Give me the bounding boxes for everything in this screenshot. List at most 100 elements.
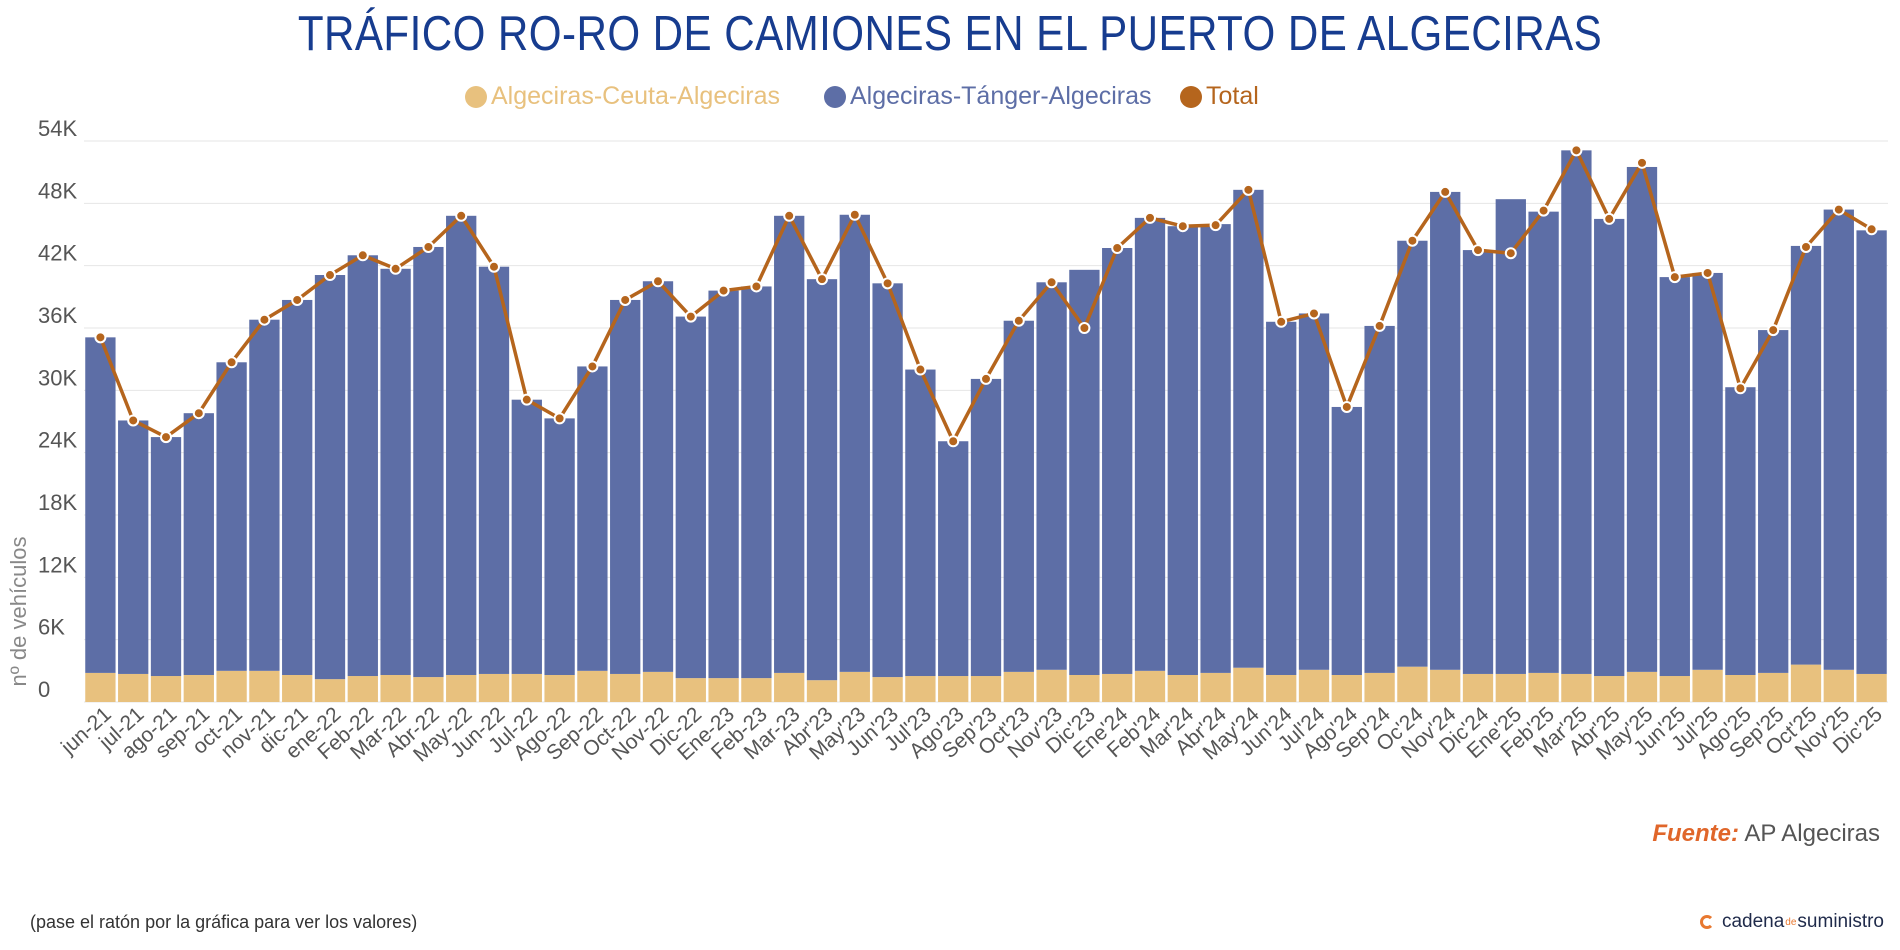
bar-tanger <box>1561 150 1592 674</box>
bar-tanger <box>970 378 1002 677</box>
total-point <box>553 412 566 425</box>
bar-tanger <box>1003 320 1034 672</box>
total-point <box>980 372 992 385</box>
bar-tanger <box>1758 330 1789 673</box>
bar-tanger <box>544 418 575 675</box>
total-point <box>947 435 960 448</box>
bar-tanger <box>478 266 510 674</box>
bar-ceuta <box>1561 673 1592 702</box>
total-point <box>1308 307 1320 320</box>
total-point <box>1767 324 1780 337</box>
total-point <box>1537 204 1550 217</box>
bar-ceuta <box>1430 669 1461 702</box>
total-point <box>1209 219 1222 232</box>
bar-ceuta <box>1069 674 1100 702</box>
bar-ceuta <box>216 670 247 702</box>
total-point <box>1603 212 1616 225</box>
legend-label-tanger: Algeciras-Tánger-Algeciras <box>850 82 1152 110</box>
bar-ceuta <box>1659 676 1690 702</box>
bar-ceuta <box>314 679 346 702</box>
bar-ceuta <box>1200 672 1231 702</box>
total-point <box>1472 244 1484 257</box>
total-point <box>488 260 500 273</box>
bar-tanger <box>806 279 838 681</box>
total-point <box>455 209 468 222</box>
bar-ceuta <box>642 671 674 702</box>
bar-tanger <box>1626 166 1658 672</box>
total-point <box>783 209 796 222</box>
legend-swatch-tanger <box>824 85 846 108</box>
hover-hint: (pase el ratón por la gráfica para ver l… <box>30 912 418 932</box>
total-point <box>94 331 107 344</box>
bar-ceuta <box>478 673 510 702</box>
bar-ceuta <box>1331 674 1362 702</box>
total-point <box>291 293 304 306</box>
total-point <box>389 262 402 275</box>
legend-swatch-total <box>1180 85 1202 108</box>
bar-ceuta <box>1462 673 1494 702</box>
bar-ceuta <box>905 676 936 702</box>
brand-text-2: de <box>1785 916 1797 928</box>
bar-ceuta <box>577 670 608 702</box>
bar-ceuta <box>1856 673 1887 702</box>
legend-item-ceuta[interactable]: Algeciras-Ceuta-Algeciras <box>465 82 780 111</box>
legend: Algeciras-Ceuta-Algeciras Algeciras-Táng… <box>0 82 1900 118</box>
total-point <box>127 414 140 427</box>
bar-ceuta <box>1528 672 1559 702</box>
bar-tanger <box>610 299 641 674</box>
bar-ceuta <box>1397 666 1428 702</box>
source-value: AP Algeciras <box>1744 820 1880 847</box>
brand-logo[interactable]: cadena de suministro <box>1699 911 1884 933</box>
bar-tanger <box>675 316 706 679</box>
total-point <box>1570 144 1583 157</box>
bar-ceuta <box>741 678 772 702</box>
total-point <box>848 208 861 221</box>
total-point <box>619 293 632 306</box>
bar-tanger <box>1725 387 1756 675</box>
total-point <box>258 313 271 326</box>
total-point <box>1111 242 1124 255</box>
bar-tanger <box>1462 250 1494 674</box>
y-tick-label: 54K <box>38 116 77 141</box>
total-point <box>225 356 238 369</box>
legend-label-total: Total <box>1206 82 1259 110</box>
y-axis-label: nº de vehículos <box>6 537 31 687</box>
total-point <box>356 249 369 262</box>
bar-ceuta <box>1036 669 1067 702</box>
y-tick-label: 42K <box>38 241 77 266</box>
bar-ceuta <box>1167 674 1198 702</box>
bar-tanger <box>347 255 378 677</box>
chart-svg: 0 6K 12K 18K 24K 30K 36K 42K 48K 54K nº de vehícul… <box>6 116 1888 767</box>
bar-tanger <box>839 214 870 672</box>
y-tick-label: 12K <box>38 552 77 577</box>
bar-tanger <box>249 319 280 671</box>
bar-ceuta <box>249 670 280 702</box>
bar-tanger <box>938 441 969 677</box>
total-point <box>652 275 664 288</box>
bar-tanger <box>1298 313 1330 670</box>
legend-item-total[interactable]: Total <box>1180 82 1259 111</box>
source-note: Fuente: AP Algeciras <box>1652 820 1880 848</box>
bar-tanger <box>1102 248 1133 674</box>
total-point <box>1144 211 1156 224</box>
bar-tanger <box>1069 269 1100 675</box>
bar-ceuta <box>118 673 149 702</box>
bar-ceuta <box>150 676 182 702</box>
bar-ceuta <box>1790 664 1822 702</box>
total-point <box>1406 234 1419 247</box>
legend-item-tanger[interactable]: Algeciras-Tánger-Algeciras <box>824 82 1152 111</box>
bar-tanger <box>1495 199 1526 674</box>
bar-tanger <box>183 413 214 675</box>
total-point <box>1734 382 1747 395</box>
bar-tanger <box>1594 218 1625 677</box>
bar-tanger <box>577 366 608 671</box>
bar-ceuta <box>446 674 477 702</box>
bar-ceuta <box>544 674 575 702</box>
bar-tanger <box>1134 217 1166 671</box>
total-point <box>192 407 205 420</box>
bar-ceuta <box>1626 671 1658 702</box>
total-point <box>1668 271 1681 284</box>
bar-ceuta <box>938 676 969 702</box>
bar-ceuta <box>347 676 378 702</box>
bar-tanger <box>1167 226 1198 675</box>
